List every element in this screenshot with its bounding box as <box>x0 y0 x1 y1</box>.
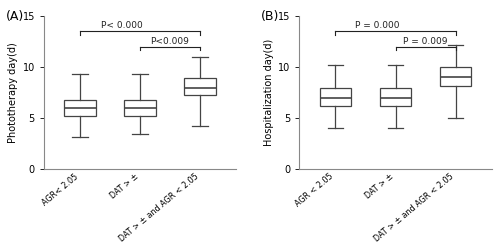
Text: P<0.009: P<0.009 <box>150 37 190 46</box>
Text: P< 0.000: P< 0.000 <box>101 21 143 30</box>
Y-axis label: Hospitalization day(d): Hospitalization day(d) <box>264 39 274 146</box>
Text: (B): (B) <box>261 10 280 23</box>
PathPatch shape <box>320 87 351 106</box>
PathPatch shape <box>380 87 411 106</box>
PathPatch shape <box>64 100 96 116</box>
Text: P = 0.000: P = 0.000 <box>356 21 400 30</box>
PathPatch shape <box>124 100 156 116</box>
PathPatch shape <box>184 78 216 95</box>
Text: P = 0.009: P = 0.009 <box>404 37 448 46</box>
PathPatch shape <box>440 67 471 85</box>
Text: (A): (A) <box>6 10 24 23</box>
Y-axis label: Phototherapy day(d): Phototherapy day(d) <box>8 42 18 143</box>
